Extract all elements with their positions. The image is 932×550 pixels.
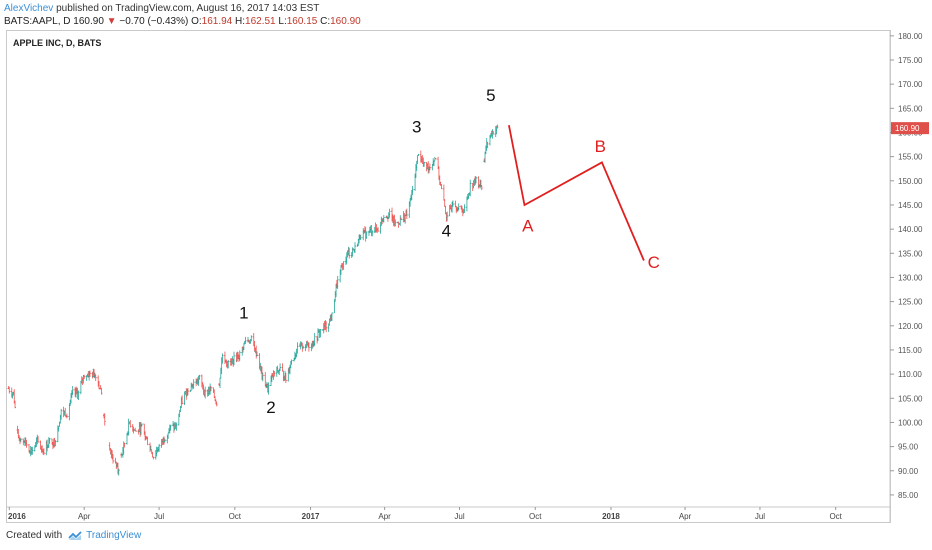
low-value: 160.15 (286, 16, 318, 27)
open-label: O: (191, 16, 202, 27)
symbol-name: BATS:AAPL, D (4, 16, 71, 27)
wave-label-3: 3 (412, 117, 421, 136)
time-tick-label: 2016 (8, 512, 26, 521)
price-tick-label: 100.00 (898, 418, 923, 427)
price-tick-label: 105.00 (898, 394, 923, 403)
price-tick-label: 135.00 (898, 249, 923, 258)
wave-label-1: 1 (239, 304, 248, 323)
wave-label-4: 4 (442, 221, 451, 240)
time-tick-label: Oct (829, 512, 842, 521)
author-link[interactable]: AlexVichev (4, 3, 54, 14)
down-arrow-icon: ▼ (106, 16, 117, 27)
created-with-text: Created with (6, 530, 63, 541)
tradingview-brand[interactable]: TradingView (68, 530, 141, 541)
time-tick-label: Apr (378, 512, 391, 521)
last-price-tag (891, 122, 929, 135)
price-tick-label: 130.00 (898, 273, 923, 282)
publish-header: AlexVichev published on TradingView.com,… (4, 2, 319, 15)
time-tick-label: Apr (679, 512, 692, 521)
price-tick-label: 110.00 (898, 370, 922, 379)
price-tick-label: 170.00 (898, 80, 923, 89)
wave-label-b: B (595, 137, 606, 156)
time-tick-label: Jul (755, 512, 765, 521)
last-price: 160.90 (73, 16, 104, 27)
price-tick-label: 140.00 (898, 225, 923, 234)
footer: Created with TradingView (6, 530, 141, 541)
price-tick-label: 125.00 (898, 298, 923, 307)
price-tick-label: 145.00 (898, 201, 923, 210)
close-label: C: (320, 16, 331, 27)
published-text: published on TradingView.com, August 16,… (56, 3, 320, 14)
tradingview-brand-label: TradingView (86, 530, 142, 541)
wave-label-c: C (648, 253, 660, 272)
price-tick-label: 155.00 (898, 153, 923, 162)
time-tick-label: 2018 (602, 512, 620, 521)
price-tick-label: 120.00 (898, 322, 923, 331)
tradingview-logo-icon (68, 531, 82, 540)
elliott-wave-annotations: 1 2 3 4 5 A B C (239, 86, 660, 417)
price-tick-label: 85.00 (898, 491, 919, 500)
close-value: 160.90 (330, 16, 361, 27)
time-tick-label: Oct (229, 512, 242, 521)
price-tick-label: 165.00 (898, 104, 923, 113)
time-tick-label: Jul (154, 512, 164, 521)
time-tick-label: Oct (529, 512, 542, 521)
high-value: 162.51 (245, 16, 276, 27)
low-label: L: (278, 16, 287, 27)
time-tick-label: Apr (78, 512, 91, 521)
high-label: H: (235, 16, 246, 27)
price-change: −0.70 (−0.43%) (119, 16, 189, 27)
time-tick-label: 2017 (302, 512, 320, 521)
abc-correction-path (508, 125, 645, 261)
open-value: 161.94 (201, 16, 233, 27)
price-tick-label: 150.00 (898, 177, 923, 186)
symbol-info-bar: BATS:AAPL, D 160.90 ▼ −0.70 (−0.43%) O:1… (4, 15, 361, 28)
wave-label-2: 2 (266, 398, 275, 417)
last-price-label: 160.90 (895, 124, 920, 133)
candlestick-series (7, 124, 499, 476)
price-tick-label: 180.00 (898, 32, 923, 41)
wave-label-a: A (522, 217, 534, 236)
price-tick-label: 115.00 (898, 346, 922, 355)
price-tick-label: 95.00 (898, 443, 919, 452)
chart-axes: 85.00 90.00 95.00 100.00 105.00 110.00 115.00 1… (6, 31, 929, 522)
price-tick-label: 90.00 (898, 467, 919, 476)
time-tick-label: Jul (454, 512, 464, 521)
wave-label-5: 5 (486, 86, 495, 105)
chart-title: APPLE INC, D, BATS (13, 38, 102, 48)
price-tick-label: 175.00 (898, 56, 923, 65)
